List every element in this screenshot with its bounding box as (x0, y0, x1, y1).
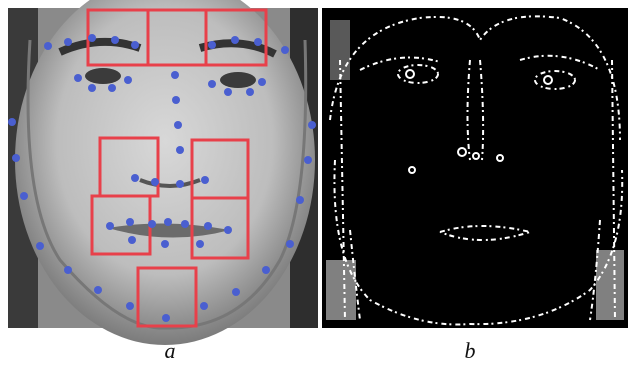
panel-label: a (165, 338, 176, 363)
panel-label: b (465, 338, 476, 363)
panel-a-image (8, 0, 318, 345)
page: a b (() => { const data = JSON.parse(doc… (0, 0, 628, 372)
panel-b-image (322, 8, 628, 328)
figure: a b (0, 0, 628, 372)
